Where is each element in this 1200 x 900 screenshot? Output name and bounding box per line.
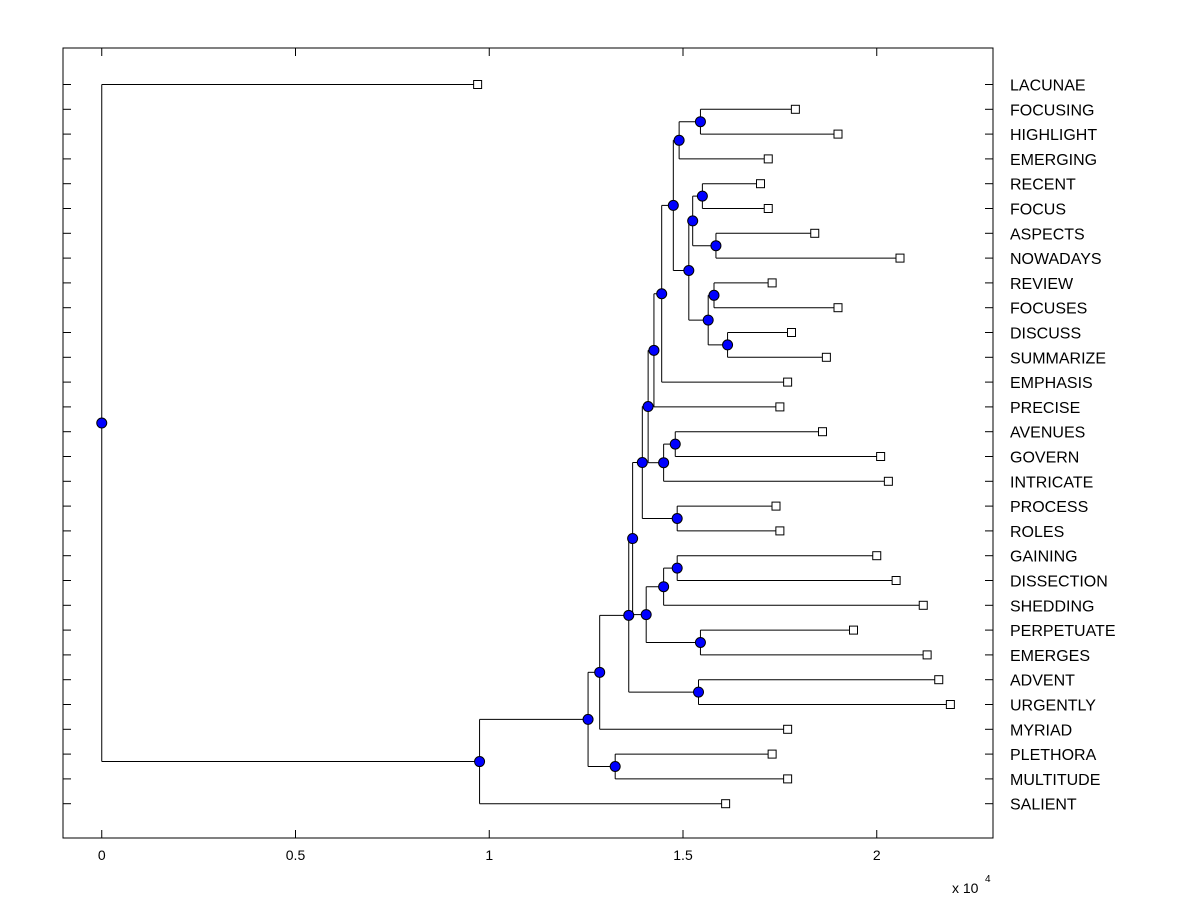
leaf-marker — [821, 352, 831, 362]
leaf-marker — [876, 452, 886, 461]
leaf-marker — [473, 80, 483, 89]
x-tick-label: 1 — [485, 847, 493, 863]
x-scale-exponent: 4 — [985, 874, 991, 885]
node-marker — [658, 457, 670, 469]
leaf-marker — [763, 154, 773, 164]
leaf-label: DISCUSS — [1010, 326, 1081, 343]
leaf-label: GOVERN — [1010, 450, 1079, 467]
node-marker — [683, 265, 695, 276]
leaf-label: ADVENT — [1010, 673, 1075, 690]
leaf-marker — [756, 179, 765, 189]
leaf-label: SUMMARIZE — [1010, 350, 1106, 367]
x-scale-label: x 10 — [952, 880, 979, 896]
leaf-marker — [872, 551, 882, 561]
leaf-label: FOCUS — [1010, 202, 1066, 219]
leaf-marker — [771, 501, 781, 511]
leaf-label: LACUNAE — [1010, 78, 1086, 95]
leaf-label: HIGHLIGHT — [1010, 127, 1097, 144]
node-marker — [696, 190, 708, 202]
leaf-label: PROCESS — [1010, 499, 1088, 516]
leaf-marker — [810, 228, 820, 238]
leaf-label: MYRIAD — [1010, 722, 1072, 739]
node-marker — [671, 562, 683, 574]
node-marker — [656, 288, 668, 300]
x-tick-label: 0 — [98, 847, 106, 863]
leaf-label: REVIEW — [1010, 276, 1074, 293]
leaf-marker — [883, 476, 893, 486]
node-marker — [96, 417, 108, 429]
node-marker — [702, 314, 714, 326]
node-marker — [708, 289, 720, 301]
node-marker — [671, 513, 683, 524]
leaf-marker — [833, 129, 843, 139]
node-marker — [658, 581, 670, 593]
x-tick-label: 2 — [873, 847, 881, 863]
leaf-label: EMERGES — [1010, 648, 1090, 665]
leaf-marker — [922, 650, 932, 660]
leaf-marker — [783, 724, 793, 734]
leaf-label: GAINING — [1010, 549, 1078, 566]
node-marker — [669, 438, 681, 450]
leaf-label: INTRICATE — [1010, 474, 1093, 491]
leaf-label: PERPETUATE — [1010, 623, 1116, 640]
leaf-marker — [945, 700, 955, 709]
node-marker — [642, 401, 654, 413]
leaf-marker — [891, 576, 901, 585]
x-tick-label: 1.5 — [673, 847, 693, 863]
node-marker — [636, 457, 648, 469]
leaf-marker — [767, 278, 777, 288]
node-marker — [710, 240, 722, 252]
x-tick-label: 0.5 — [286, 847, 306, 863]
leaf-label: ROLES — [1010, 524, 1064, 541]
leaf-marker — [790, 104, 800, 114]
node-marker — [648, 344, 660, 356]
leaf-label: FOCUSES — [1010, 301, 1087, 318]
leaf-label: SALIENT — [1010, 797, 1077, 814]
leaf-label: PRECISE — [1010, 400, 1080, 417]
node-marker — [667, 199, 679, 211]
leaf-marker — [783, 377, 793, 387]
leaf-label: MULTITUDE — [1010, 772, 1100, 789]
leaf-label: EMERGING — [1010, 152, 1097, 169]
plot-area — [62, 47, 994, 839]
leaf-marker — [818, 427, 827, 437]
leaf-label: NOWADAYS — [1010, 251, 1102, 268]
node-marker — [693, 686, 704, 698]
node-marker — [673, 134, 685, 146]
leaf-marker — [783, 774, 793, 784]
leaf-label: SHEDDING — [1010, 598, 1094, 615]
leaf-label: DISSECTION — [1010, 574, 1108, 591]
leaf-label: PLETHORA — [1010, 747, 1097, 764]
leaf-marker — [895, 253, 905, 263]
node-marker — [594, 666, 606, 678]
leaf-marker — [763, 204, 773, 213]
leaf-label: RECENT — [1010, 177, 1076, 194]
leaf-marker — [767, 749, 777, 759]
leaf-marker — [918, 600, 928, 610]
node-marker — [640, 609, 652, 621]
leaf-marker — [849, 625, 858, 635]
leaf-marker — [833, 303, 843, 313]
node-marker — [627, 533, 639, 545]
node-marker — [687, 215, 699, 227]
node-marker — [623, 609, 635, 621]
node-marker — [722, 339, 734, 351]
leaf-label: URGENTLY — [1010, 698, 1096, 715]
leaf-marker — [934, 675, 944, 685]
leaf-label: EMPHASIS — [1010, 375, 1093, 392]
node-marker — [582, 713, 594, 725]
node-marker — [694, 116, 706, 128]
node-marker — [609, 761, 621, 772]
leaf-label: ASPECTS — [1010, 226, 1085, 243]
leaf-marker — [787, 328, 796, 337]
leaf-marker — [775, 402, 785, 412]
leaf-marker — [775, 526, 785, 536]
leaf-label: FOCUSING — [1010, 102, 1094, 119]
leaf-marker — [721, 799, 731, 809]
node-marker — [474, 756, 486, 768]
leaf-label: AVENUES — [1010, 425, 1085, 442]
node-marker — [694, 637, 706, 648]
